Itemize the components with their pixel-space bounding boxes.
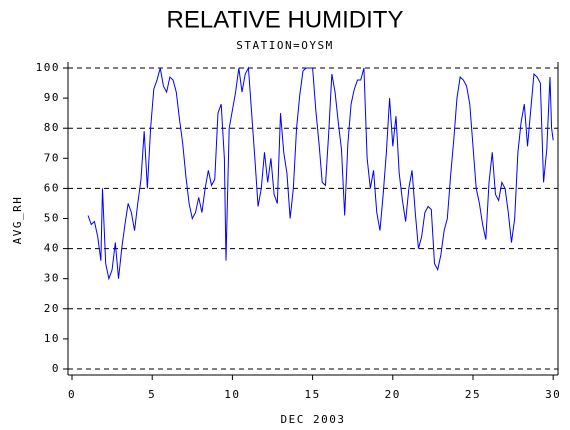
x-axis-label: DEC 2003 [281,413,346,426]
y-tick-label: 0 [52,362,60,375]
y-tick-label: 80 [44,121,60,134]
y-axis-label: AVG_RH [11,196,24,245]
y-tick-label: 60 [44,181,60,194]
y-tick-label: 10 [44,332,60,345]
chart-subtitle: STATION=OYSM [236,39,333,52]
y-tick-label: 90 [44,91,60,104]
x-tick-label: 25 [465,388,481,401]
y-tick-label: 40 [44,242,60,255]
x-tick-label: 10 [224,388,240,401]
chart-title: RELATIVE HUMIDITY [167,6,404,33]
y-tick-label: 20 [44,302,60,315]
y-tick-label: 30 [44,272,60,285]
data-line [87,66,554,281]
y-tick-label: 50 [44,212,60,225]
x-tick-label: 0 [68,388,76,401]
x-tick-label: 15 [304,388,320,401]
y-tick-label: 70 [44,151,60,164]
y-tick-label: 100 [36,61,60,74]
x-tick-label: 5 [148,388,156,401]
x-tick-label: 30 [545,388,561,401]
x-tick-label: 20 [385,388,401,401]
